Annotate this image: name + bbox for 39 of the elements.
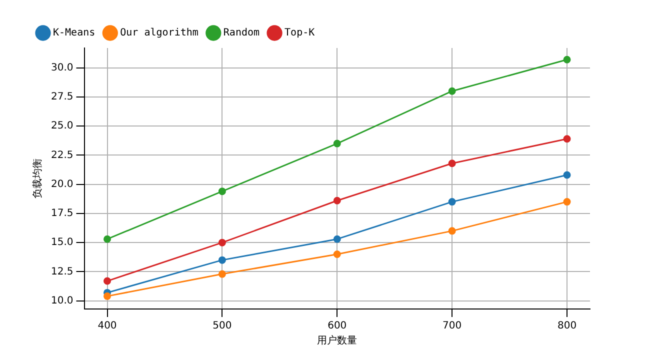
point [563,198,571,206]
point [218,270,226,278]
point [333,196,341,204]
point [104,292,112,300]
legend-label: Our algorithm [120,28,198,39]
point [104,235,112,243]
point [218,256,226,264]
y-tick-label: 15.0 [51,237,74,248]
point [448,160,456,168]
y-tick-label: 10.0 [51,295,74,306]
point [333,250,341,258]
point [104,277,112,285]
point [333,140,341,148]
x-tick-label: 700 [442,320,462,332]
y-axis-title: 负载均衡 [32,158,44,198]
point [563,135,571,143]
x-axis-title: 用户数量 [317,334,358,347]
point [448,198,456,206]
x-tick-label: 500 [212,320,232,332]
y-tick-label: 20.0 [51,178,74,190]
point [448,87,456,95]
point [563,56,571,64]
x-tick-label: 400 [98,320,117,332]
x-tick-label: 600 [328,320,347,332]
y-tick-label: 25.0 [51,120,74,132]
legend-label: Top-K [284,28,315,39]
legend-label: K-Means [53,28,96,39]
point [448,227,456,235]
y-tick-label: 17.5 [51,208,74,220]
y-tick-label: 30.0 [51,62,74,74]
x-tick-label: 800 [557,320,577,332]
y-tick-label: 12.5 [51,266,74,278]
point [563,171,571,179]
point [218,238,226,246]
y-tick-label: 22.5 [51,150,74,161]
point [218,188,226,196]
legend-label: Random [223,28,260,39]
y-tick-label: 27.5 [51,92,74,103]
point [333,235,341,243]
